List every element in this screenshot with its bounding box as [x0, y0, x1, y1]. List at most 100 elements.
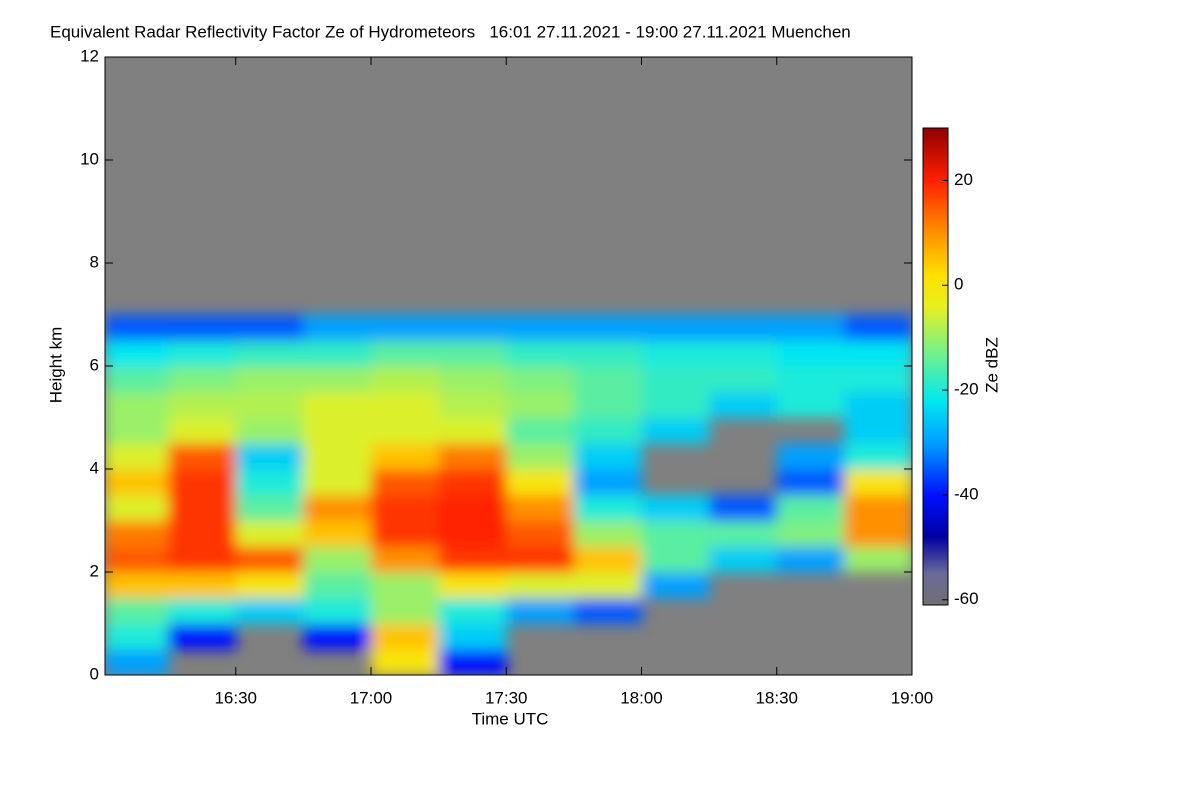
heatmap-cell [641, 520, 710, 547]
heatmap-cell [844, 494, 912, 521]
heatmap-cell [105, 597, 169, 624]
heatmap-cell [235, 469, 304, 496]
heatmap-cell [776, 546, 845, 573]
colorbar-tick-label: -20 [954, 380, 979, 399]
heatmap-cell [776, 494, 845, 521]
heatmap-cell [235, 417, 304, 444]
heatmap-cell [776, 314, 845, 341]
heatmap-cell [438, 623, 507, 650]
heatmap-cell [370, 520, 440, 547]
heatmap-cell [303, 340, 372, 367]
heatmap-cell [168, 391, 237, 418]
heatmap-cell [506, 520, 575, 547]
heatmap-cell [573, 366, 642, 393]
heatmap-cell [105, 366, 169, 393]
x-tick-label: 17:00 [350, 688, 393, 707]
heatmap-cell [235, 314, 304, 341]
heatmap-cell [105, 417, 169, 444]
heatmap-cell [303, 314, 372, 341]
heatmap-cell [506, 391, 575, 418]
heatmap-cell [168, 366, 237, 393]
heatmap-cell [168, 340, 237, 367]
heatmap-cell [303, 572, 372, 599]
y-tick-label: 2 [90, 561, 99, 580]
heatmap-cell [776, 469, 845, 496]
y-tick-label: 10 [80, 149, 99, 168]
heatmap-cell [105, 572, 169, 599]
heatmap-cell [438, 366, 507, 393]
plot-area [105, 57, 912, 675]
heatmap-cell [370, 391, 440, 418]
heatmap-cell [844, 391, 912, 418]
heatmap-cell [105, 443, 169, 470]
y-tick-label: 4 [90, 458, 99, 477]
heatmap-cell [303, 366, 372, 393]
heatmap-cell [438, 417, 507, 444]
colorbar-tick-label: -40 [954, 484, 979, 503]
heatmap-cell [641, 572, 710, 599]
heatmap-cell [105, 623, 169, 650]
heatmap-cell [370, 623, 440, 650]
heatmap-cell [506, 443, 575, 470]
heatmap-cell [709, 366, 778, 393]
heatmap-cell [303, 417, 372, 444]
heatmap-cell [438, 520, 507, 547]
heatmap-cell [303, 546, 372, 573]
heatmap-cell [235, 391, 304, 418]
heatmap-cell [235, 546, 304, 573]
colorbar [922, 127, 949, 606]
x-tick-label: 16:30 [214, 688, 257, 707]
heatmap-cell [303, 494, 372, 521]
heatmap-cell [438, 546, 507, 573]
heatmap-cell [573, 469, 642, 496]
y-tick-label: 0 [90, 664, 99, 683]
heatmap-cell [370, 597, 440, 624]
heatmap-cell [709, 546, 778, 573]
heatmap-cell [370, 546, 440, 573]
heatmap-cell [709, 340, 778, 367]
heatmap-cell [573, 546, 642, 573]
x-tick-label: 17:30 [485, 688, 528, 707]
colorbar-tick-label: 0 [954, 275, 963, 294]
heatmap-cell [573, 314, 642, 341]
heatmap-cell [370, 572, 440, 599]
heatmap-cell [168, 623, 237, 650]
heatmap-cell [235, 340, 304, 367]
heatmap-cell [370, 469, 440, 496]
heatmap-cell [168, 314, 237, 341]
heatmap-cell [105, 314, 169, 341]
heatmap-cell [303, 597, 372, 624]
heatmap-cell [506, 494, 575, 521]
heatmap-cell [105, 391, 169, 418]
heatmap-cell [641, 417, 710, 444]
heatmap-cell [844, 314, 912, 341]
heatmap-cell [506, 546, 575, 573]
heatmap-cell [573, 572, 642, 599]
heatmap-cell [844, 546, 912, 573]
chart-title: Equivalent Radar Reflectivity Factor Ze … [50, 22, 851, 41]
heatmap-cell [573, 597, 642, 624]
heatmap-cell [168, 546, 237, 573]
heatmap [105, 314, 912, 675]
heatmap-cell [105, 649, 169, 675]
heatmap-cell [235, 494, 304, 521]
heatmap-cell [709, 391, 778, 418]
heatmap-cell [235, 572, 304, 599]
y-axis-label: Height km [46, 327, 65, 404]
heatmap-cell [168, 597, 237, 624]
heatmap-cell [438, 391, 507, 418]
heatmap-cell [776, 366, 845, 393]
heatmap-cell [370, 417, 440, 444]
y-tick-label: 12 [80, 46, 99, 65]
heatmap-cell [168, 520, 237, 547]
heatmap-cell [168, 572, 237, 599]
heatmap-cell [844, 366, 912, 393]
heatmap-cell [641, 314, 710, 341]
heatmap-cell [776, 391, 845, 418]
heatmap-cell [370, 443, 440, 470]
heatmap-cell [641, 340, 710, 367]
heatmap-cell [844, 443, 912, 470]
heatmap-cell [573, 443, 642, 470]
heatmap-cell [105, 494, 169, 521]
heatmap-cell [844, 469, 912, 496]
